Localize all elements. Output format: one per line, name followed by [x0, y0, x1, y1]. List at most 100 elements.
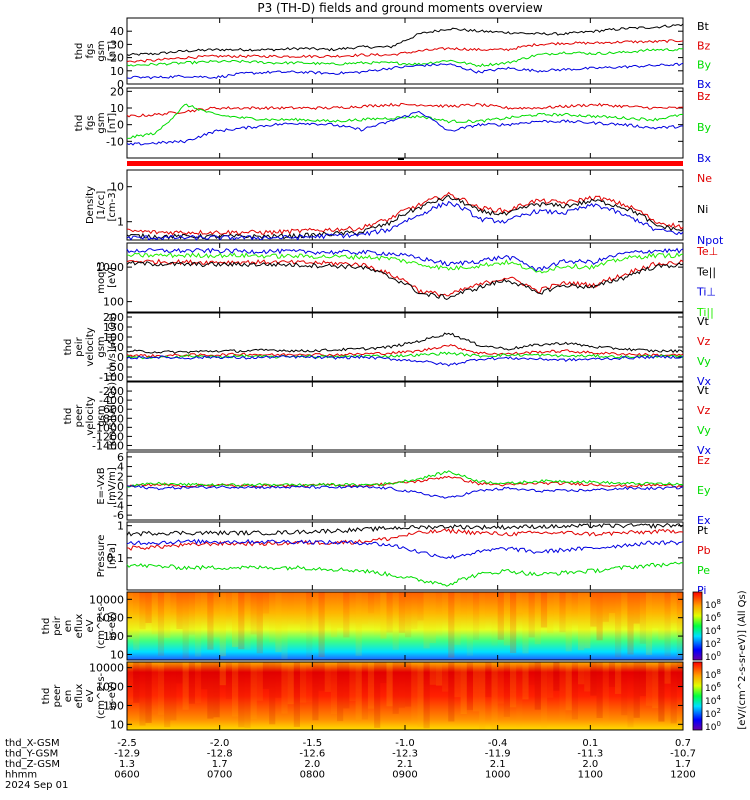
colorbar-label: [eV/(cm^2-s-sr-eV)] (All Qs): [737, 590, 748, 729]
y-tick-label: 10: [110, 718, 124, 731]
spectrogram-stripe: [262, 662, 270, 689]
y-label-line: [mV/m]: [107, 467, 118, 505]
panel-p6: -200-400-600-800-1000-1200-1400: [92, 381, 684, 452]
colorbar-tick-exponent: 6: [716, 681, 721, 689]
spectrogram-stripe: [429, 592, 436, 643]
y-label-line: peer: [74, 404, 85, 428]
series-p8-Pt: [126, 522, 684, 537]
spectrogram-stripe: [479, 662, 486, 730]
colorbar-tick-exponent: 0: [716, 720, 720, 728]
x-table-cell: -12.6: [299, 749, 325, 760]
legend-Vz: Vz: [697, 335, 711, 348]
x-table-cell: 1100: [578, 770, 603, 781]
spectrogram-stripe: [584, 592, 591, 649]
series-p5-Vt: [126, 332, 684, 354]
spectrogram-stripe: [454, 662, 461, 698]
spectrogram-stripe: [318, 662, 325, 691]
spectrogram-stripe: [411, 592, 418, 630]
spectrogram-stripe: [528, 662, 535, 685]
spectrogram-stripe: [448, 592, 455, 658]
spectrogram-stripe: [355, 662, 362, 720]
y-tick-label: 0: [117, 78, 124, 91]
spectrogram-stripe: [460, 592, 467, 635]
series-p1-Bx: [126, 62, 684, 80]
y-tick-label: 10: [110, 65, 124, 78]
spectrogram-stripe: [386, 592, 393, 633]
x-table-row-label: thd_Z-GSM: [5, 759, 60, 770]
x-table-cell: -12.3: [392, 749, 418, 760]
y-tick-label: 0: [117, 119, 124, 132]
spectrogram-stripe: [164, 662, 171, 728]
spectrogram-stripe: [238, 662, 245, 728]
spectrogram-stripe: [133, 662, 140, 703]
spectrogram-stripe: [213, 592, 220, 638]
y-label-line: thd: [41, 688, 52, 705]
y-tick-label: -2: [113, 490, 124, 503]
x-table-cell: 1.7: [212, 759, 228, 770]
spectrogram-stripe: [157, 592, 165, 656]
y-tick-label: 100: [103, 331, 124, 344]
spectrogram-stripe: [318, 592, 325, 657]
spectrogram-stripe: [423, 662, 430, 729]
spectrogram-stripe: [429, 662, 436, 685]
y-tick-label: -1000: [92, 421, 124, 434]
y-label-line: gsm: [96, 112, 107, 133]
spectrogram-stripe: [497, 662, 504, 704]
spectrogram-stripe: [645, 592, 653, 655]
x-table-row-label: thd_Y-GSM: [5, 749, 58, 760]
legend-Ez: Ez: [697, 454, 710, 467]
y-tick-label: -100: [99, 371, 124, 384]
x-table-cell: -12.9: [114, 749, 140, 760]
panel-p9: 10 100 1000 10000: [89, 591, 684, 661]
spectrogram-stripe: [139, 662, 146, 726]
colorbar-tick-label: 108: [705, 668, 721, 681]
legend-Pi: Pi: [697, 584, 706, 597]
spectrogram-stripe: [262, 592, 270, 614]
legend-Ti||: Ti||: [696, 306, 714, 319]
y-tick-label: -800: [99, 412, 124, 425]
series-p2-Bx: [126, 110, 684, 146]
y-tick-label: -4: [113, 499, 124, 512]
spectrogram-stripe: [127, 662, 134, 702]
y-tick-label: 0.1: [107, 552, 125, 565]
spectrogram-stripe: [164, 592, 171, 638]
y-label-line: (cm^2-s-: [96, 672, 107, 719]
spectrogram-stripe: [621, 662, 628, 716]
spectrogram-stripe: [201, 662, 208, 690]
spectrogram-stripe: [244, 662, 251, 728]
spectrogram-stripe: [485, 662, 492, 698]
x-table-cell: 0.1: [582, 738, 598, 749]
spectrogram-stripe: [343, 592, 350, 638]
series-p4-Te⊥: [126, 258, 684, 297]
y-label-line: peer: [52, 684, 63, 708]
y-label-line: moqt3: [96, 261, 107, 294]
spectrogram-stripe: [145, 592, 152, 623]
series-p2-Bz: [126, 102, 684, 118]
y-label-line: velocity: [85, 327, 96, 366]
spectrogram-stripe: [466, 662, 473, 710]
legend-Ex: Ex: [697, 514, 711, 527]
spectrogram-stripe: [151, 662, 158, 713]
spectrogram-stripe: [503, 662, 510, 717]
y-label-line: [nT]: [107, 113, 118, 133]
spectrogram-stripe: [157, 662, 165, 715]
spectrogram-stripe: [287, 662, 294, 705]
y-label-line: sr-eV): [107, 681, 118, 710]
legend-Vt: Vt: [697, 384, 710, 397]
spectrogram-stripe: [479, 592, 486, 630]
colorbar-tick-label: 106: [705, 611, 721, 624]
spectrogram-stripe: [652, 592, 659, 629]
spectrogram-stripe: [269, 592, 276, 643]
spectrogram-stripe: [658, 662, 665, 722]
spectrogram-stripe: [503, 592, 510, 646]
frame-p8: [126, 521, 684, 591]
spectrogram-stripe: [559, 592, 566, 633]
frame-p3: [126, 169, 684, 241]
spectrogram-stripe: [374, 662, 381, 728]
colorbar-tick-label: 100: [705, 720, 721, 733]
spectrogram-stripe: [645, 662, 653, 706]
y-label-line: peir: [74, 336, 85, 356]
y-tick-label: 10: [110, 648, 124, 661]
y-label-line: velocity: [85, 396, 96, 435]
